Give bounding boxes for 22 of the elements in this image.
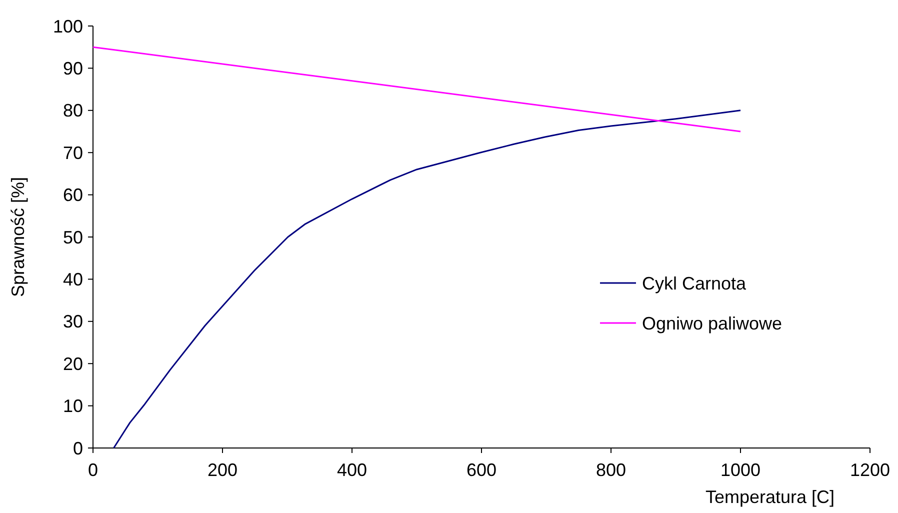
y-tick-label: 80 xyxy=(62,100,83,121)
legend-label: Ogniwo paliwowe xyxy=(642,313,782,334)
y-tick-label: 90 xyxy=(62,58,83,78)
y-tick-label: 20 xyxy=(62,354,83,374)
y-tick-label: 10 xyxy=(62,396,83,416)
legend-label: Cykl Carnota xyxy=(642,273,748,294)
x-axis-title: Temperatura [C] xyxy=(705,487,835,507)
y-tick-label: 0 xyxy=(72,438,83,458)
y-tick-label: 40 xyxy=(62,270,83,290)
x-tick-label: 1200 xyxy=(850,460,890,480)
y-tick-label: 30 xyxy=(62,312,83,332)
x-tick-label: 0 xyxy=(88,460,98,480)
y-tick-label: 50 xyxy=(62,227,83,248)
y-axis-title: Sprawność [%] xyxy=(8,176,28,298)
x-tick-label: 800 xyxy=(596,460,626,480)
y-tick-label: 60 xyxy=(62,185,83,206)
x-tick-label: 1000 xyxy=(720,460,761,480)
x-tick-label: 600 xyxy=(466,460,497,480)
y-tick-label: 70 xyxy=(62,142,83,163)
y-tick-label: 100 xyxy=(52,16,83,36)
x-tick-label: 400 xyxy=(336,460,368,480)
x-tick-label: 200 xyxy=(207,460,238,480)
